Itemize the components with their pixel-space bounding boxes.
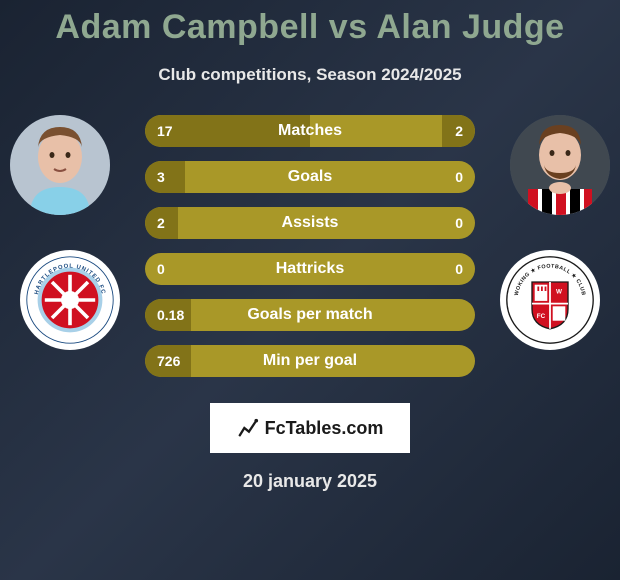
svg-text:W: W — [556, 289, 562, 296]
stat-label: Goals per match — [247, 306, 372, 324]
stat-left-value: 0 — [157, 261, 197, 277]
stat-right-value: 2 — [423, 123, 463, 139]
stat-right-value: 0 — [423, 169, 463, 185]
stat-row: 0.18 Goals per match — [145, 299, 475, 331]
svg-text:FC: FC — [537, 313, 546, 320]
stat-label: Goals — [288, 168, 332, 186]
club-right-badge: WOKING ★ FOOTBALL ★ CLUB W FC — [500, 250, 600, 350]
stat-label: Assists — [282, 214, 339, 232]
logo-icon — [237, 417, 259, 439]
stat-right-value: 0 — [423, 261, 463, 277]
stat-left-value: 0.18 — [157, 307, 197, 323]
stat-left-value: 726 — [157, 353, 197, 369]
player-left-avatar — [10, 115, 110, 215]
stat-left-value: 3 — [157, 169, 197, 185]
date-label: 20 january 2025 — [243, 471, 377, 492]
stat-label: Min per goal — [263, 352, 357, 370]
stat-row: 3 Goals 0 — [145, 161, 475, 193]
stats-section: HARTLEPOOL UNITED FC WOKING ★ FOOTBALL ★… — [0, 115, 620, 377]
stat-row: 2 Assists 0 — [145, 207, 475, 239]
stat-label: Matches — [278, 122, 342, 140]
club-left-badge: HARTLEPOOL UNITED FC — [20, 250, 120, 350]
stat-left-value: 2 — [157, 215, 197, 231]
fctables-logo: FcTables.com — [210, 403, 410, 453]
player-right-avatar — [510, 115, 610, 215]
stat-row: 0 Hattricks 0 — [145, 253, 475, 285]
stat-right-value: 0 — [423, 215, 463, 231]
page-title: Adam Campbell vs Alan Judge — [55, 8, 564, 47]
logo-text: FcTables.com — [265, 418, 384, 439]
comparison-card: Adam Campbell vs Alan Judge Club competi… — [0, 0, 620, 580]
stat-left-value: 17 — [157, 123, 197, 139]
stat-row: 17 Matches 2 — [145, 115, 475, 147]
subtitle: Club competitions, Season 2024/2025 — [158, 65, 461, 85]
stat-label: Hattricks — [276, 260, 344, 278]
stat-row: 726 Min per goal — [145, 345, 475, 377]
stats-list: 17 Matches 2 3 Goals 0 2 Assists 0 0 Hattricks 0 0.1… — [145, 115, 475, 377]
